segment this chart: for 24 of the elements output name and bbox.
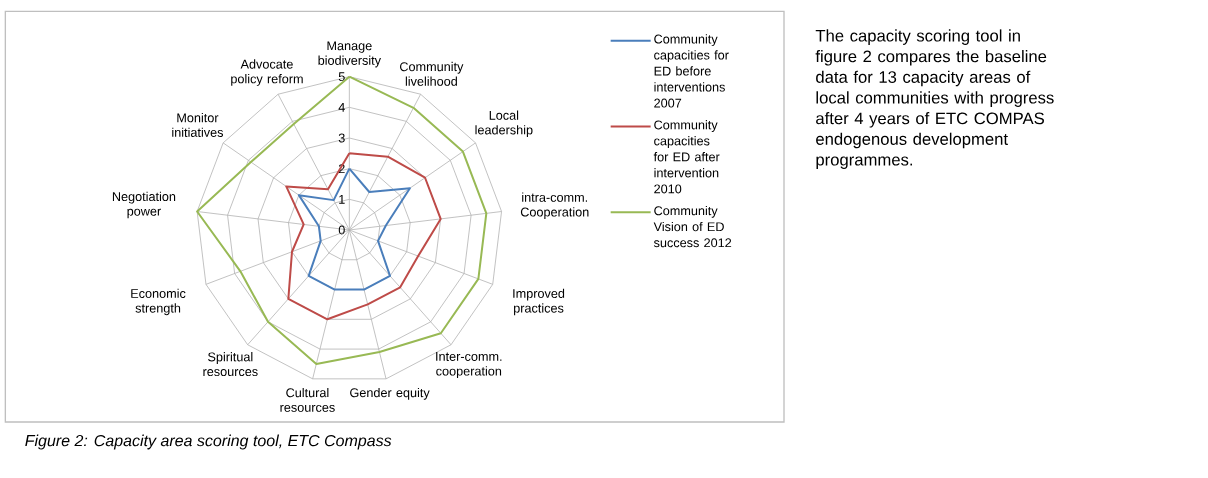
spoke-label: Economic strength	[131, 288, 186, 316]
spoke-label: Negotiation power	[112, 191, 176, 219]
spoke-label: Manage biodiversity	[318, 41, 381, 68]
spoke-label: Gender equity	[350, 387, 430, 400]
legend-label: Community Vision of ED success 2012	[653, 205, 732, 248]
spoke-label: intra-comm. Cooperation	[520, 192, 589, 220]
y-tick-label: 2	[338, 164, 345, 174]
y-tick-label: 5	[338, 72, 345, 82]
spoke-label: Monitor initiatives	[172, 112, 224, 137]
y-tick-label: 4	[338, 102, 345, 112]
spoke-label: Cultural resources	[280, 387, 335, 412]
legend-label: Community capacities for ED before interventions 2007	[654, 34, 729, 108]
y-tick-label: 1	[339, 194, 345, 204]
spoke-label: Inter-comm. cooperation	[436, 352, 502, 379]
text: Figure 2: Capacity area scoring tool, ETC Compass	[25, 434, 392, 450]
spoke-label: Advocate policy reform	[231, 59, 303, 86]
y-tick-label: 0	[338, 225, 345, 235]
spoke-label: Local leadership	[475, 110, 533, 137]
y-tick-label: 3	[338, 133, 345, 143]
text: The capacity scoring tool in figure 2 compares the baseline data for 13 capacity areas of local communities with progress after 4 years of ETC COMPAS endogenous development programmes.	[815, 29, 1054, 169]
spoke-label: Improved practices	[513, 288, 565, 316]
spoke-label: Spiritual resources	[203, 352, 258, 377]
legend-label: Community capacities for ED after intervention 2010	[653, 120, 720, 194]
spoke-label: Community livelihood	[400, 61, 464, 86]
